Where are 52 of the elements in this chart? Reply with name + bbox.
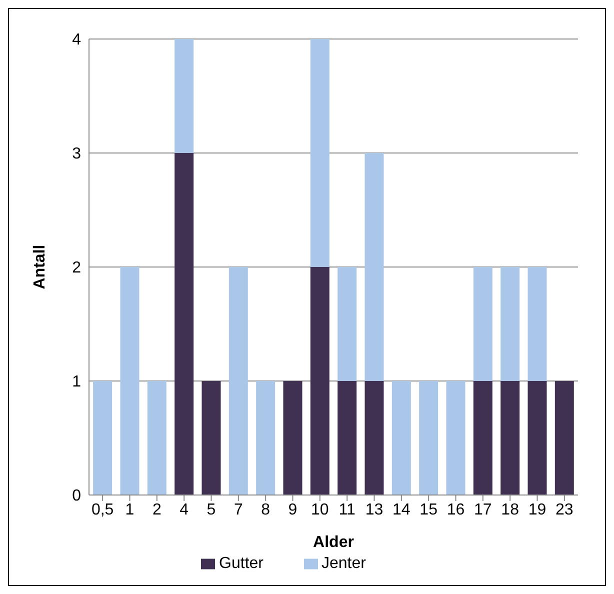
y-tick-label: 0	[72, 488, 82, 505]
x-tick-label: 17	[474, 501, 492, 518]
bar	[174, 39, 194, 153]
bar	[338, 267, 357, 381]
legend-label: Jenter	[322, 555, 366, 572]
bar	[528, 381, 547, 495]
bar	[310, 39, 330, 267]
bar	[500, 267, 520, 381]
bar	[174, 153, 194, 495]
bar	[419, 381, 438, 495]
y-tick-label: 3	[72, 146, 82, 163]
bar	[364, 153, 384, 381]
x-tick-label: 5	[206, 501, 216, 518]
bar	[93, 381, 112, 495]
x-tick-label: 7	[234, 501, 243, 518]
x-tick-label: 4	[180, 501, 189, 518]
bar	[554, 381, 574, 495]
bar	[283, 381, 302, 495]
bar	[202, 381, 221, 495]
bar	[528, 267, 547, 381]
bar	[473, 267, 492, 381]
x-tick-label: 18	[501, 501, 520, 518]
x-tick-label: 9	[288, 501, 298, 518]
bar	[338, 381, 357, 495]
x-tick-label: 14	[392, 501, 410, 518]
bar	[392, 381, 411, 495]
x-tick-label: 8	[261, 501, 270, 518]
x-tick-label: 0,5	[91, 501, 114, 518]
bar	[310, 267, 330, 495]
x-tick-label: 16	[446, 501, 465, 518]
bar	[256, 381, 276, 495]
x-tick-label: 13	[365, 501, 384, 518]
x-tick-label: 23	[556, 501, 574, 518]
bar	[500, 381, 520, 495]
x-tick-label: 19	[528, 501, 546, 518]
x-tick-label: 2	[152, 501, 162, 518]
y-tick-label: 1	[72, 374, 82, 391]
y-tick-label: 4	[72, 32, 82, 49]
x-tick-label: 15	[420, 501, 438, 518]
legend-label: Gutter	[219, 555, 264, 572]
bar	[147, 381, 166, 495]
y-tick-label: 2	[72, 260, 82, 277]
x-tick-label: 10	[311, 501, 329, 518]
x-axis-title: Alder	[313, 534, 354, 551]
x-tick-label: 1	[125, 501, 134, 518]
bar	[228, 267, 248, 495]
x-tick-label: 11	[338, 501, 356, 518]
bar	[473, 381, 492, 495]
bar	[120, 267, 140, 495]
bar	[446, 381, 466, 495]
bar	[364, 381, 384, 495]
y-axis-title: Antall	[32, 244, 49, 290]
